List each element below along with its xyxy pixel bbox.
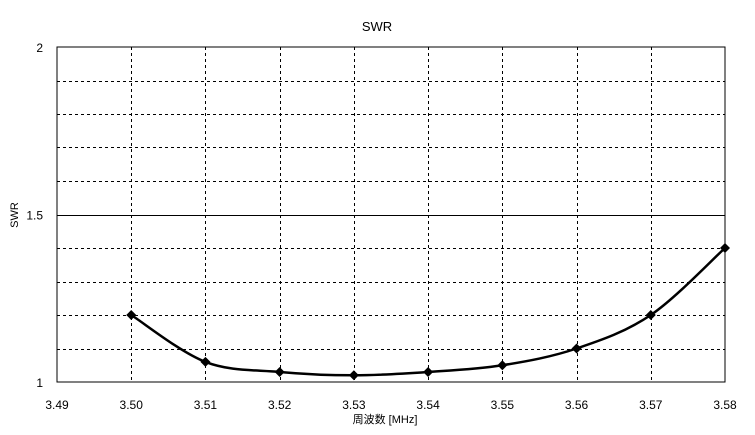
x-tick-label: 3.56 [565,398,589,412]
y-axis-title: SWR [9,202,21,228]
x-tick-label: 3.49 [45,398,69,412]
x-tick-label: 3.50 [120,398,144,412]
grid-layer [57,47,725,382]
y-tick-label: 2 [36,41,43,55]
chart-title: SWR [362,19,392,34]
plot-frame [56,46,726,383]
x-tick-labels: 3.49 3.50 3.51 3.52 3.53 3.54 3.55 3.56 3.57 3.58 [45,398,737,412]
series-layer [126,243,730,381]
data-point-marker [200,356,211,367]
y-tick-labels: 11.52 [26,41,43,390]
x-tick-label: 3.57 [639,398,663,412]
y-tick-label: 1.5 [26,209,43,223]
data-point-marker [497,360,508,371]
x-tick-label: 3.55 [491,398,515,412]
x-tick-label: 3.58 [713,398,737,412]
data-point-marker [645,310,656,320]
data-point-marker [274,366,285,377]
data-point-marker [348,370,359,381]
data-point-marker [126,310,137,320]
y-tick-label: 1 [36,376,43,390]
data-point-marker [423,366,434,377]
data-point-marker [571,343,582,354]
x-axis-title: 周波数 [MHz] [353,413,418,426]
x-tick-label: 3.51 [194,398,218,412]
x-tick-label: 3.54 [416,398,440,412]
data-point-marker [720,243,730,253]
x-tick-label: 3.53 [342,398,366,412]
x-tick-label: 3.52 [268,398,292,412]
